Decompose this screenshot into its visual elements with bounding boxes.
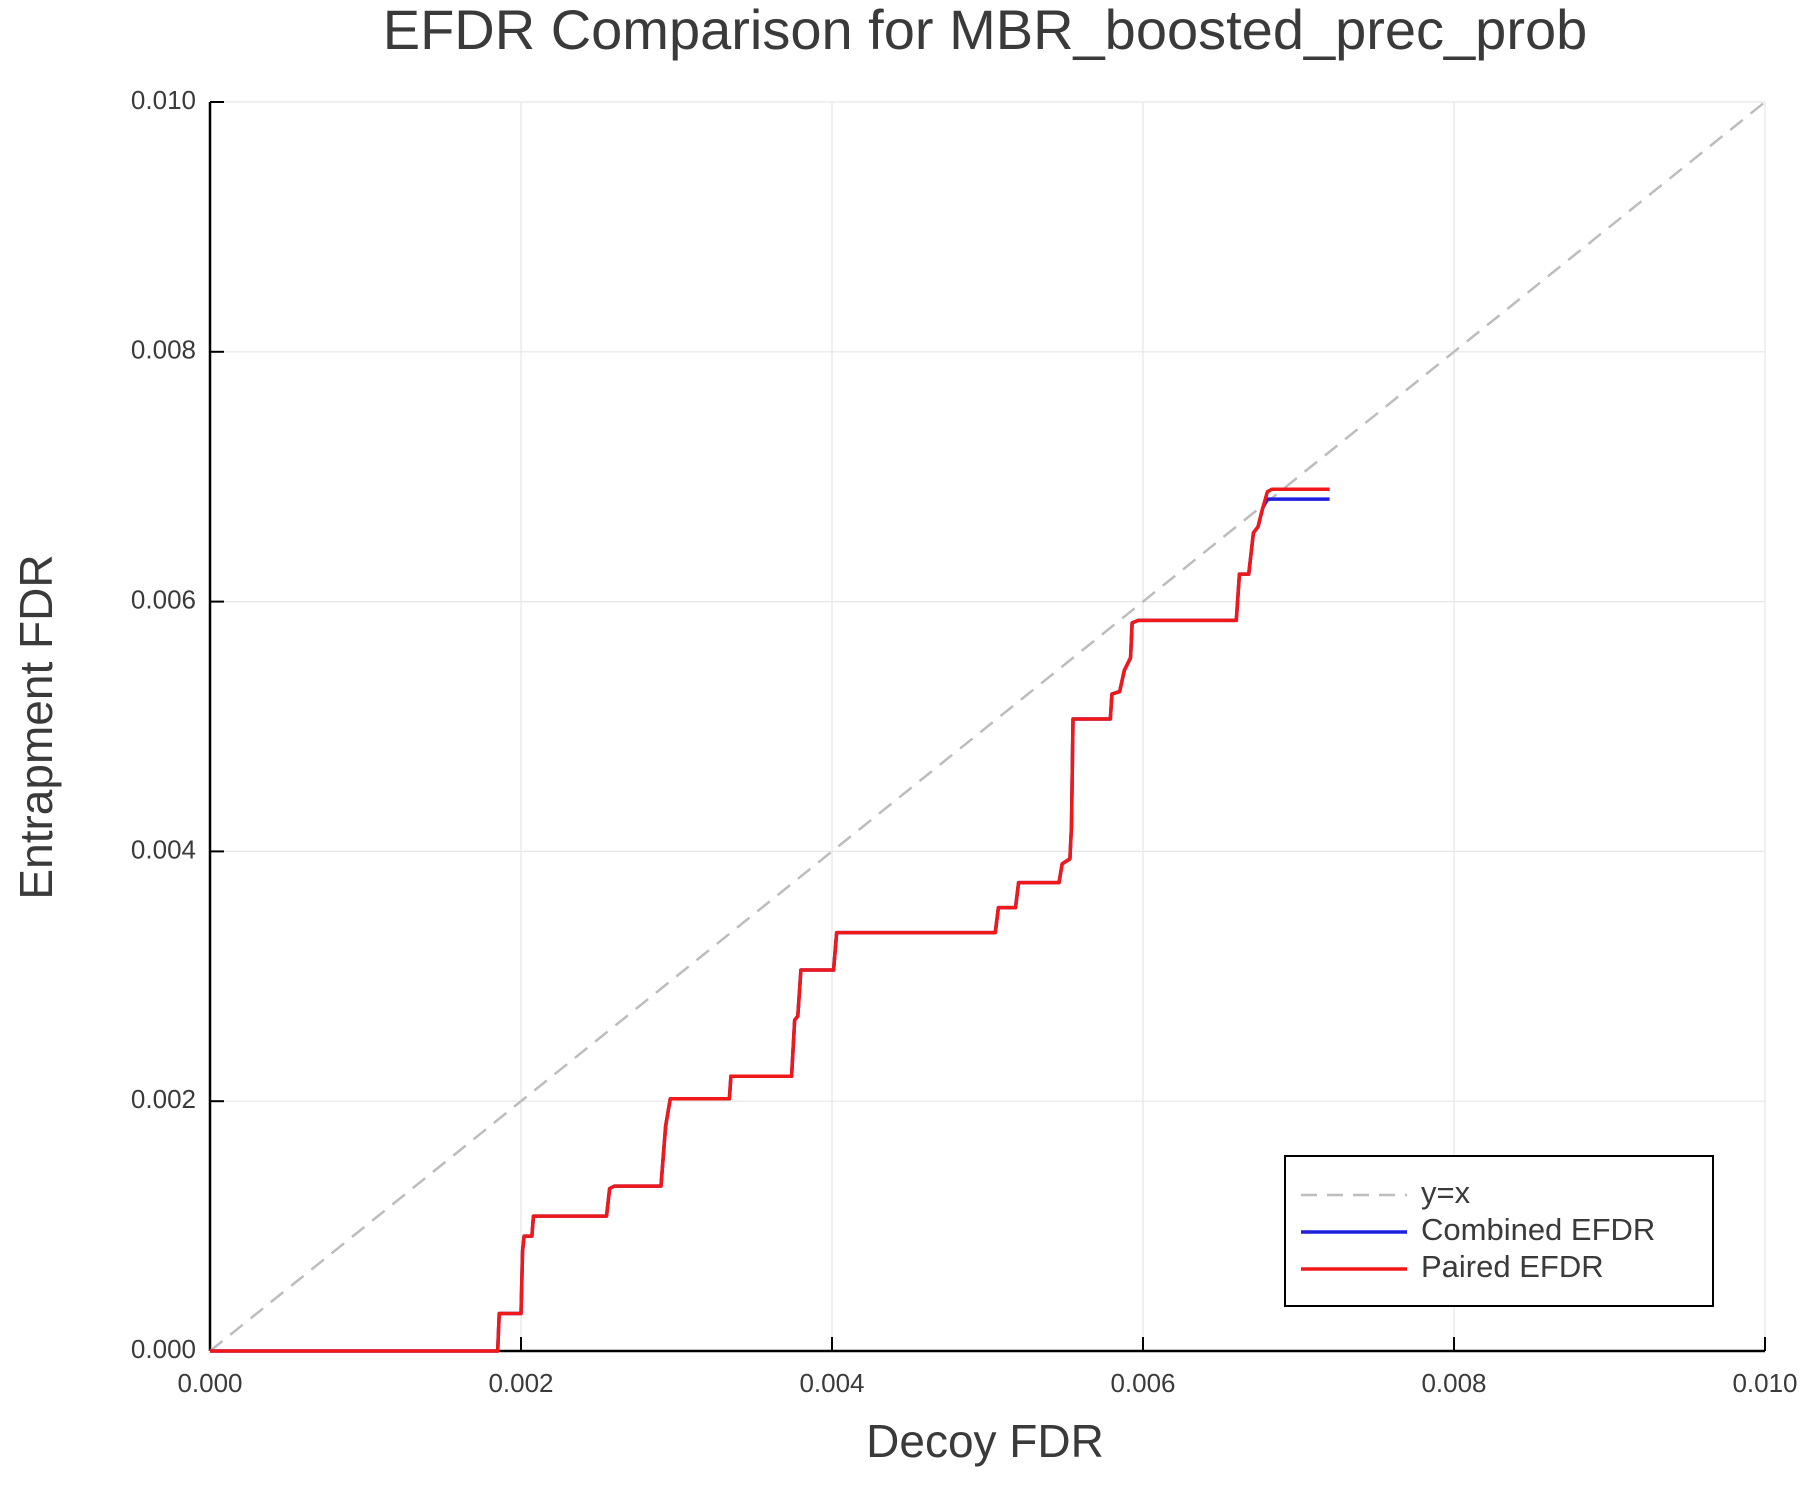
chart-title: EFDR Comparison for MBR_boosted_prec_pro… <box>383 0 1588 61</box>
y-axis-label: Entrapment FDR <box>10 554 62 899</box>
y-tick-label: 0.010 <box>131 85 196 115</box>
legend-label: y=x <box>1421 1175 1471 1210</box>
x-tick-label: 0.000 <box>177 1368 242 1398</box>
x-tick-label: 0.004 <box>799 1368 864 1398</box>
series-line <box>210 497 1330 1353</box>
y-tick-label: 0.008 <box>131 335 196 365</box>
series-line <box>210 487 1330 1353</box>
x-tick-label: 0.002 <box>488 1368 553 1398</box>
x-tick-label: 0.010 <box>1732 1368 1797 1398</box>
y-tick-label: 0.002 <box>131 1084 196 1114</box>
x-tick-label: 0.006 <box>1110 1368 1175 1398</box>
y-tick-label: 0.004 <box>131 834 196 864</box>
x-axis-label: Decoy FDR <box>866 1415 1104 1467</box>
y-tick-label: 0.006 <box>131 584 196 614</box>
y-tick-label: 0.000 <box>131 1334 196 1364</box>
legend-label: Paired EFDR <box>1421 1249 1604 1284</box>
x-tick-label: 0.008 <box>1421 1368 1486 1398</box>
legend-label: Combined EFDR <box>1421 1212 1655 1247</box>
series-line <box>209 101 1766 1352</box>
